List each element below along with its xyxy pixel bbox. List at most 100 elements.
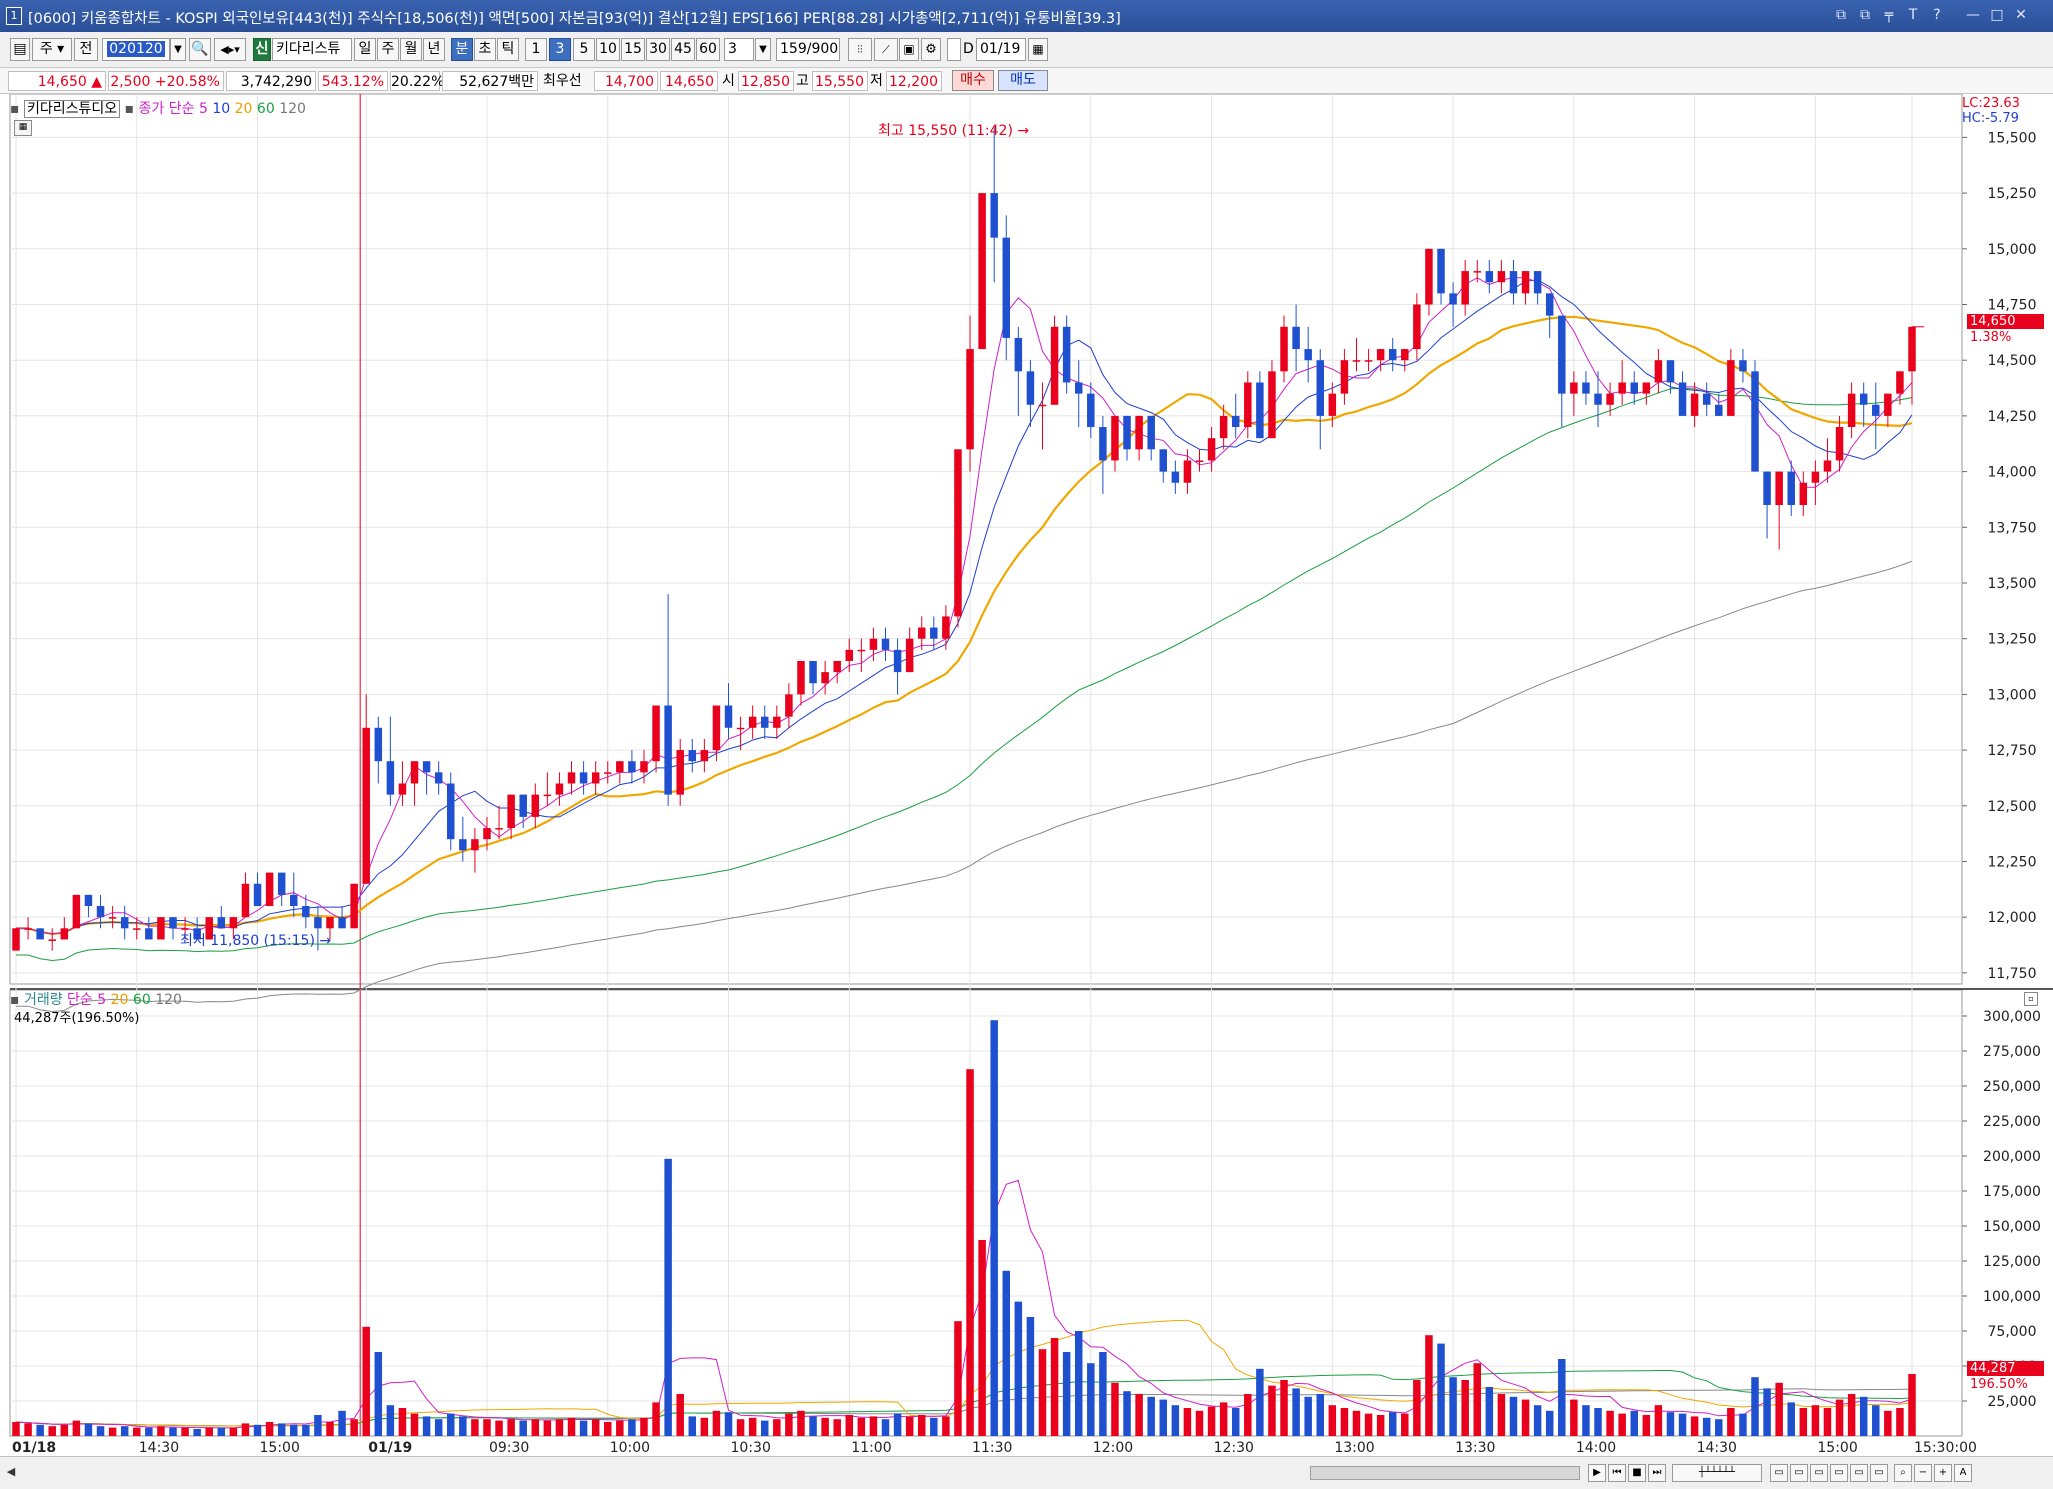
period-button-tick[interactable]: 틱 [497, 38, 519, 61]
help-icon[interactable]: ? [1933, 7, 1941, 23]
interval-input[interactable]: 3 [724, 38, 754, 61]
interval-button-5[interactable]: 5 [573, 38, 595, 61]
save-icon[interactable]: ▣ [899, 38, 919, 61]
pin-icon[interactable]: ╤ [1884, 7, 1894, 23]
stock-code-input[interactable]: 020120 [102, 38, 170, 61]
interval-button-60[interactable]: 60 [696, 38, 720, 61]
line-tool-icon[interactable]: ⟋ [874, 38, 898, 61]
volume-bar [350, 1419, 358, 1436]
volume-bar [1316, 1394, 1324, 1436]
font-size-icon[interactable]: A [1954, 1464, 1972, 1482]
text-icon[interactable]: T [1908, 7, 1918, 23]
volume-bar [229, 1427, 238, 1436]
candle-body [616, 761, 624, 773]
stock-name-field[interactable]: 키다리스튜 [272, 38, 352, 61]
restore-icon[interactable]: ⧉ [1836, 7, 1846, 23]
interval-dropdown-icon[interactable]: ▼ [755, 38, 771, 61]
volume-bar [495, 1420, 503, 1436]
zoom-in-icon[interactable]: + [1934, 1464, 1952, 1482]
candle-body [386, 761, 395, 795]
new-badge[interactable]: 신 [253, 38, 271, 61]
chart-menu-icon[interactable]: ▤ [10, 38, 30, 61]
layout-icon-6[interactable]: ▭ [1870, 1464, 1888, 1482]
layout-icon-2[interactable]: ▭ [1790, 1464, 1808, 1482]
period-button-year[interactable]: 년 [423, 38, 445, 61]
interval-button-1[interactable]: 1 [525, 38, 547, 61]
count-value: 159 [780, 41, 807, 57]
interval-button-15[interactable]: 15 [621, 38, 645, 61]
layout-icon-5[interactable]: ▭ [1850, 1464, 1868, 1482]
legend-stock-name[interactable]: 키다리스튜디오 [23, 100, 121, 118]
go-start-icon[interactable]: ⏮ [1608, 1464, 1626, 1482]
search-icon[interactable]: 🔍 [189, 38, 211, 61]
interval-button-3[interactable]: 3 [549, 38, 571, 61]
volume-bar [1908, 1373, 1916, 1436]
volume-bar [1884, 1410, 1892, 1436]
zoom-out-icon[interactable]: − [1914, 1464, 1932, 1482]
stop-icon[interactable]: ■ [1628, 1464, 1646, 1482]
grid-toggle-icon[interactable]: ▦ [14, 120, 32, 136]
date-input[interactable]: 01/19 [976, 38, 1026, 61]
period-button-month[interactable]: 월 [400, 38, 422, 61]
candle-body [712, 705, 721, 751]
buy-button[interactable]: 매수 [952, 70, 994, 91]
window-number-icon[interactable]: 1 [6, 7, 22, 25]
interval-button-10[interactable]: 10 [596, 38, 620, 61]
minimize-button[interactable]: — [1966, 7, 1980, 23]
sell-button[interactable]: 매도 [998, 70, 1048, 91]
maximize-button[interactable]: □ [1990, 7, 2004, 23]
change-value: 2,500 [110, 74, 151, 90]
date-checkbox[interactable] [947, 38, 961, 61]
cascade-icon[interactable]: ⧉ [1860, 7, 1870, 23]
period-button-second[interactable]: 초 [474, 38, 496, 61]
period-button-day[interactable]: 일 [354, 38, 376, 61]
volume-bar [120, 1426, 129, 1436]
calendar-icon[interactable]: ▦ [1028, 38, 1048, 61]
panel-maximize-icon[interactable]: ▫ [2024, 992, 2038, 1006]
gear-icon[interactable]: ⚙ [921, 38, 941, 61]
code-dropdown-icon[interactable]: ▼ [170, 38, 186, 61]
period-button-week[interactable]: 주 [377, 38, 399, 61]
time-label: 12:30 [1214, 1440, 1254, 1456]
full-button[interactable]: 전 [74, 38, 98, 61]
volume-tick-label: 100,000 [1983, 1289, 2041, 1305]
candle-body [978, 193, 986, 350]
go-end-icon[interactable]: ⏭ [1648, 1464, 1666, 1482]
period-button-minute[interactable]: 분 [451, 38, 473, 61]
chart-canvas[interactable]: 15,500 15,250 15,000 14,750 14,500 14,250 14,0… [0, 94, 2053, 1456]
candle-body [1799, 482, 1808, 506]
scrollbar-thumb[interactable] [1310, 1466, 1580, 1480]
interval-button-45[interactable]: 45 [671, 38, 695, 61]
volume-bar [1376, 1415, 1385, 1436]
compare-chart-icon[interactable]: ⫶⫶ [848, 38, 872, 61]
layout-icon-4[interactable]: ▭ [1830, 1464, 1848, 1482]
volume-bar [1207, 1406, 1216, 1436]
ma120-line [15, 560, 1913, 1013]
candle-body [1630, 382, 1638, 394]
close-button[interactable]: ✕ [2015, 7, 2027, 23]
zoom-slider[interactable]: ┼┴┴┴┴┴ [1672, 1464, 1762, 1482]
candle-body [1618, 382, 1626, 394]
legend-ma-label: 종가 단순 [138, 101, 195, 117]
low-price: 12,200 [886, 71, 942, 91]
interval-button-30[interactable]: 30 [646, 38, 670, 61]
volume-bar [217, 1427, 226, 1436]
candle-body [1558, 315, 1566, 394]
current-price: 14,650 [37, 74, 87, 90]
candle-body [700, 750, 709, 762]
chart-area[interactable]: 15,500 15,250 15,000 14,750 14,500 14,250 14,0… [0, 94, 2053, 1456]
low-label: 저 [870, 73, 883, 89]
volume-bar [579, 1420, 588, 1436]
scroll-right-icon[interactable]: ▶ [1588, 1464, 1606, 1482]
candle-body [893, 649, 902, 673]
layout-icon-3[interactable]: ▭ [1810, 1464, 1828, 1482]
chart-scrollbar[interactable]: ◀ ▶ ⏮ ■ ⏭ ┼┴┴┴┴┴ ▭ ▭ ▭ ▭ ▭ ▭ ⌕ − + A [0, 1456, 2053, 1489]
layout-icon-1[interactable]: ▭ [1770, 1464, 1788, 1482]
magnify-icon[interactable]: ⌕ [1894, 1464, 1912, 1482]
volume-tick-label: 200,000 [1983, 1149, 2041, 1165]
period-select[interactable]: 주 ▾ [32, 38, 72, 61]
volume-tick-label: 75,000 [1988, 1324, 2037, 1340]
count-field[interactable]: 159/900 [776, 38, 840, 61]
scroll-left-icon[interactable]: ◀ [6, 1465, 16, 1478]
speaker-icon[interactable]: ◀▸▾ [214, 38, 246, 61]
